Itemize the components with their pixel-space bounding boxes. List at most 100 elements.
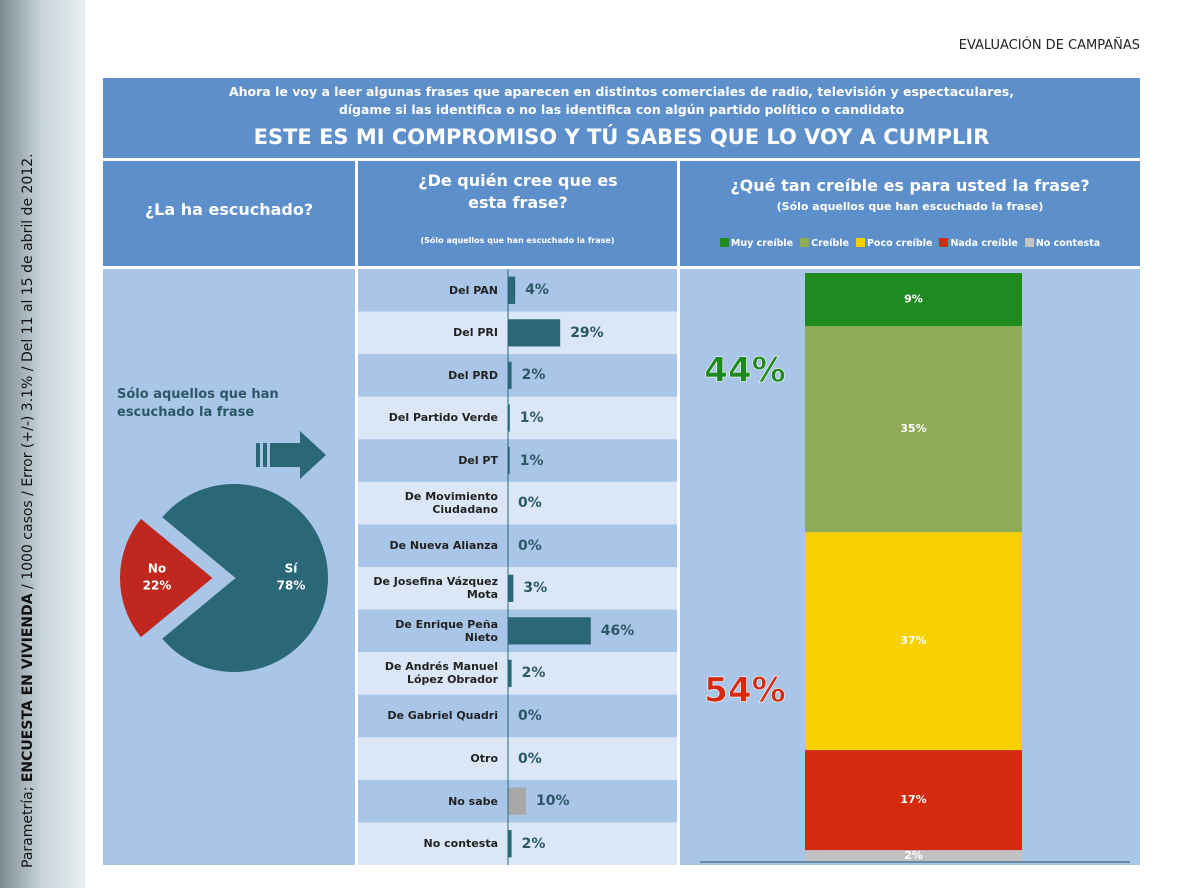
- bar: [508, 574, 514, 602]
- row-band: [358, 439, 677, 482]
- bar: [508, 276, 516, 304]
- bar: [508, 319, 561, 347]
- side-strip: [0, 0, 85, 888]
- pie-slice: [159, 482, 330, 674]
- bar-label: No contesta: [423, 837, 498, 851]
- bar-value: 0%: [518, 537, 542, 554]
- bar-label: Del PT: [458, 454, 498, 468]
- row-band: [358, 822, 677, 865]
- col-header: [680, 161, 1140, 266]
- bar-value: 29%: [570, 324, 604, 341]
- bar-value: 2%: [521, 835, 546, 852]
- legend-item: Nada creíble: [939, 238, 1018, 249]
- segment: [805, 273, 1022, 327]
- row-band: [358, 694, 677, 738]
- section: EVALUACIÓN DE CAMPAÑAS: [958, 38, 1140, 53]
- legend-item: No contesta: [1024, 238, 1101, 249]
- legend-item: Creíble: [800, 238, 849, 249]
- bar-label: De Enrique Peña Nieto: [395, 617, 498, 644]
- intro-line: dígame si las identifica o no las identi…: [338, 102, 905, 117]
- bar-label: De Gabriel Quadri: [387, 709, 498, 723]
- legend-item: Muy creíble: [719, 238, 794, 249]
- legend-text: Muy creíble: [730, 238, 794, 249]
- legend-swatch: [1024, 238, 1034, 247]
- legend-text: No contesta: [1035, 238, 1101, 249]
- bar-value: 3%: [523, 580, 548, 597]
- legend: Muy creíble Creíble Poco creíble Nada creíb…: [680, 238, 1140, 249]
- bar: [508, 787, 526, 815]
- segment-label: 17%: [900, 793, 926, 806]
- segment-label: 37%: [900, 634, 926, 647]
- bar-value: 1%: [519, 452, 544, 469]
- legend-swatch: [719, 238, 729, 247]
- row-band: [358, 354, 677, 397]
- bar: [508, 830, 512, 858]
- chart-title: ¿De quién cree que es esta frase?: [418, 171, 618, 212]
- annotation: 44%: [704, 351, 785, 391]
- bar: [508, 404, 510, 432]
- segment-label: 2%: [904, 849, 923, 862]
- bar-value: 2%: [521, 367, 546, 384]
- col-header: [103, 161, 355, 266]
- slice-value: 78%: [277, 579, 306, 593]
- bar-label: De Nueva Alianza: [389, 539, 498, 553]
- bar-value: 1%: [519, 410, 544, 426]
- row-band: [358, 737, 677, 780]
- bar-value: 0%: [518, 708, 542, 724]
- row-band: [358, 396, 677, 440]
- row-band: [358, 652, 677, 695]
- row-band: [358, 481, 677, 525]
- source-text: Parametría;: [20, 782, 36, 868]
- bar-label: Del Partido Verde: [388, 411, 498, 425]
- bar: [508, 446, 510, 475]
- bar: [508, 659, 512, 688]
- row-band: [358, 524, 677, 567]
- annotation: 54%: [704, 671, 785, 711]
- segment-label: 35%: [900, 422, 926, 435]
- bar-value: 0%: [518, 495, 542, 512]
- bar-label: De Movimiento Ciudadano: [404, 490, 498, 517]
- bar-value: 46%: [600, 622, 635, 639]
- chart-subtitle: (Sólo aquellos que han escuchado la fras…: [420, 236, 615, 245]
- row-band: [358, 567, 677, 610]
- bar-label: No sabe: [448, 794, 498, 808]
- bar-label: Del PRI: [453, 326, 498, 340]
- legend-swatch: [939, 238, 949, 247]
- phrase: ESTE ES MI COMPROMISO Y TÚ SABES QUE LO …: [253, 125, 990, 149]
- pie-slice: [118, 516, 216, 640]
- legend-item: Poco creíble: [855, 238, 933, 249]
- bar-value: 0%: [518, 750, 542, 767]
- chart-title: ¿La ha escuchado?: [144, 200, 314, 219]
- legend-swatch: [800, 238, 810, 247]
- segment-label: 9%: [904, 293, 923, 306]
- legend-swatch: [855, 238, 865, 247]
- bar-label: Del PAN: [449, 283, 498, 297]
- col-header: [358, 161, 677, 266]
- bar: [508, 617, 591, 645]
- bar-label: De Andrés Manuel López Obrador: [384, 660, 498, 687]
- segment: [805, 326, 1022, 533]
- source-text: ENCUESTA EN VIVIENDA: [20, 593, 36, 783]
- chart-title: ¿Qué tan creíble es para usted la frase?: [730, 176, 1090, 195]
- note: Sólo aquellos que han escuchado la frase: [117, 387, 279, 420]
- slice-label: No: [148, 562, 166, 576]
- segment: [805, 750, 1022, 851]
- slice-label: Sí: [285, 562, 299, 576]
- segment: [805, 532, 1022, 751]
- bar-value: 2%: [521, 665, 546, 682]
- segment: [805, 850, 1022, 862]
- legend-text: Creíble: [811, 238, 849, 249]
- intro: Ahora le voy a leer algunas frases que a…: [103, 83, 1140, 119]
- intro-line: Ahora le voy a leer algunas frases que a…: [228, 84, 1015, 99]
- chart-subtitle: (Sólo aquellos que han escuchado la fras…: [776, 200, 1044, 213]
- bar-label: Del PRD: [448, 368, 498, 382]
- header-box: [103, 78, 1140, 158]
- source: Parametría; ENCUESTA EN VIVIENDA / 1000 …: [20, 28, 36, 868]
- legend-text: Nada creíble: [950, 238, 1018, 249]
- row-band: [358, 269, 677, 312]
- legend-text: Poco creíble: [866, 238, 933, 249]
- bar-value: 4%: [525, 282, 549, 299]
- bar-value: 10%: [536, 793, 570, 810]
